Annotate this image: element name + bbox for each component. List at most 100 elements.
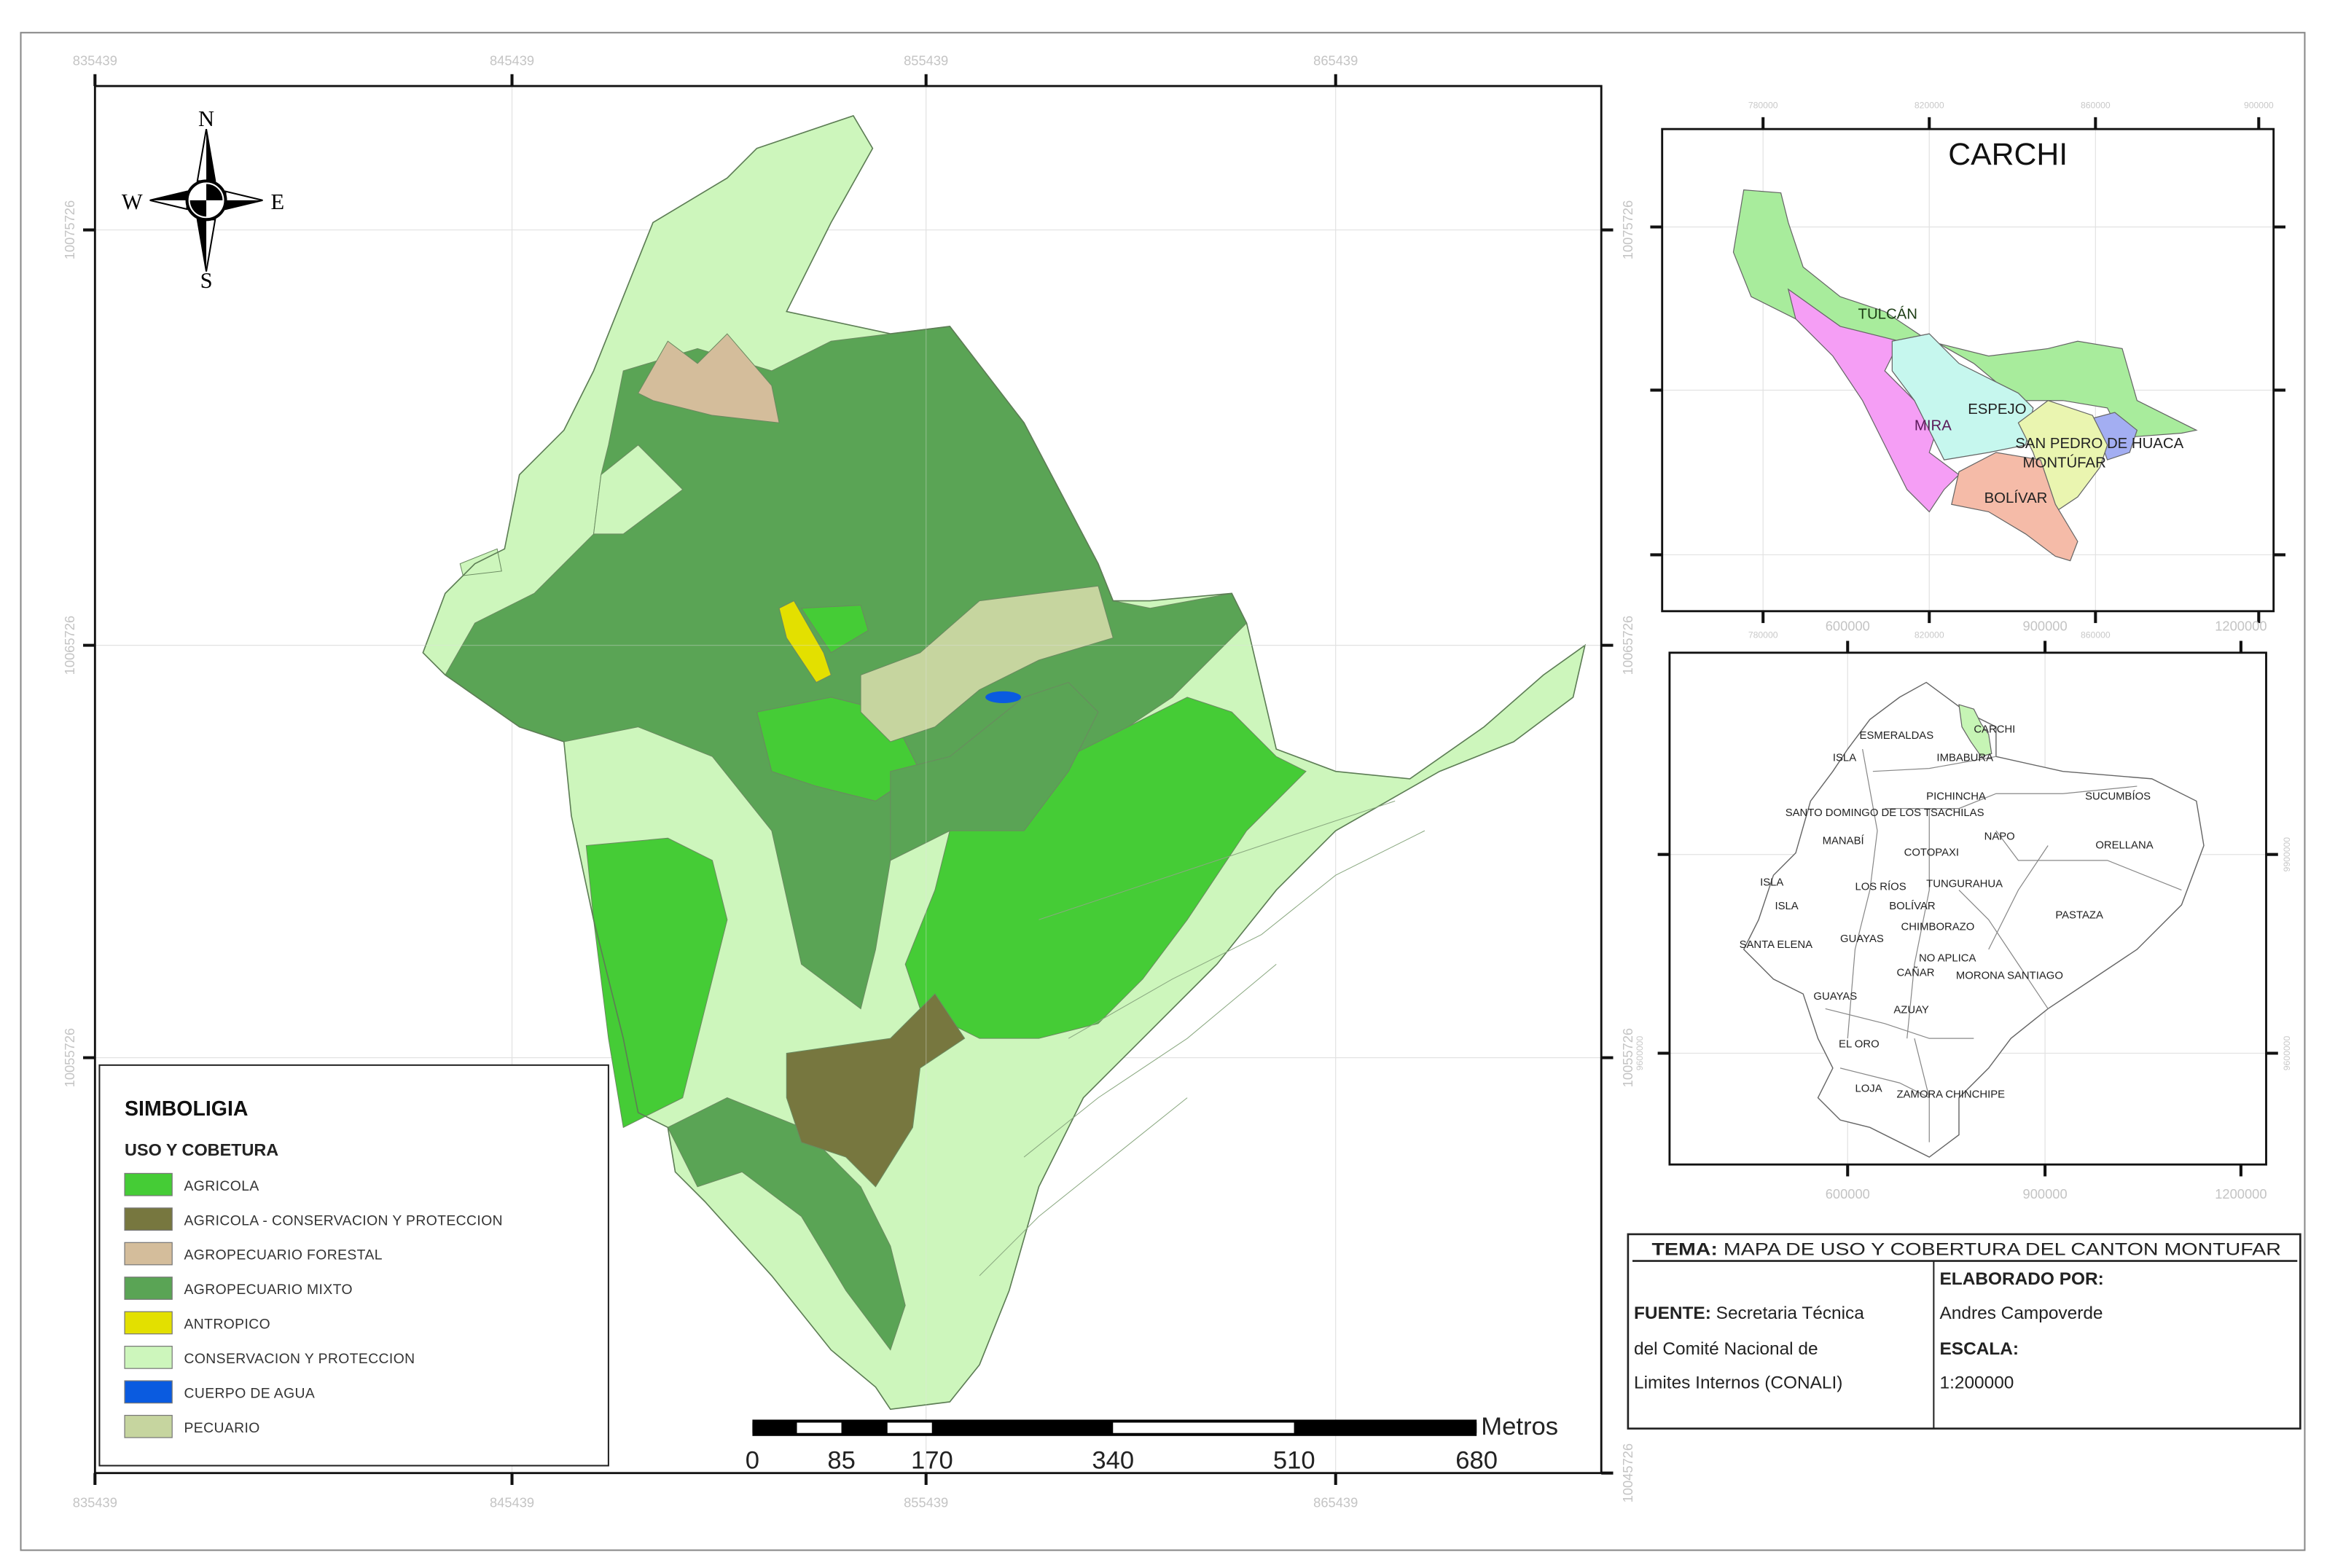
scale-bar-segment xyxy=(841,1422,888,1433)
title-block: TEMA: MAPA DE USO Y COBERTURA DEL CANTON… xyxy=(1627,1233,2301,1430)
land-cover-polygon xyxy=(860,585,1114,742)
y-tick-label: 9600000 xyxy=(2282,1036,2292,1071)
province-label: PASTAZA xyxy=(2055,909,2103,921)
grid-overlay xyxy=(95,86,1602,1473)
fuente-line: FUENTE: Secretaria Técnica xyxy=(1634,1304,1864,1323)
x-tick-label: 865439 xyxy=(1313,53,1358,68)
y-tick-label: 10045726 xyxy=(1620,1443,1635,1502)
water-body xyxy=(985,691,1022,704)
x-tick-label: 600000 xyxy=(1826,1186,1870,1202)
land-cover-polygon xyxy=(800,605,869,654)
y-axis-labels-right: 10075726 10065726 10055726 10045726 xyxy=(1620,200,1635,1503)
north-label: N xyxy=(198,106,214,131)
legend-swatch xyxy=(124,1346,173,1369)
contour-line xyxy=(1023,963,1277,1158)
y-tick-label: 9600000 xyxy=(1635,1036,1645,1071)
x-tick-label: 865439 xyxy=(1313,1495,1358,1510)
legend-swatch xyxy=(124,1242,173,1266)
west-label: W xyxy=(122,189,143,214)
south-label: S xyxy=(200,268,213,293)
x-tick-label: 860000 xyxy=(2081,630,2111,640)
main-map: 835439 845439 855439 865439 835439 84543… xyxy=(62,53,1635,1510)
canton-polygon xyxy=(1891,333,2034,460)
province-label: ISLA xyxy=(1775,901,1798,912)
x-tick-label: 900000 xyxy=(2244,101,2274,111)
canton-label: ESPEJO xyxy=(1968,401,2026,418)
province-label: IMBABURA xyxy=(1936,752,1993,764)
x-tick-label: 780000 xyxy=(1748,630,1778,640)
elaborado-label: ELABORADO POR: xyxy=(1940,1269,2104,1289)
fuente-text: Limites Internos (CONALI) xyxy=(1634,1373,1842,1393)
land-cover-polygon xyxy=(786,993,966,1188)
scale-bar-segment xyxy=(931,1422,1114,1433)
ecuador-ticks xyxy=(1657,640,2278,1177)
province-label: SANTA ELENA xyxy=(1740,939,1813,951)
province-label: NAPO xyxy=(1984,831,2015,842)
x-tick-label: 900000 xyxy=(2023,618,2068,633)
legend-item: AGRICOLA - CONSERVACION Y PROTECCION xyxy=(124,1207,503,1231)
x-tick-label: 855439 xyxy=(904,53,948,68)
legend-item: AGRICOLA xyxy=(124,1172,259,1196)
province-label: TUNGURAHUA xyxy=(1926,878,2003,890)
land-cover-polygon xyxy=(890,681,1099,861)
tema-label: TEMA: xyxy=(1651,1239,1717,1259)
province-label: ESMERALDAS xyxy=(1860,730,1934,742)
x-tick-label: 845439 xyxy=(490,1495,534,1510)
legend-label: CONSERVACION Y PROTECCION xyxy=(184,1351,415,1367)
province-label: COTOPAXI xyxy=(1904,847,1959,859)
land-cover-polygons xyxy=(422,114,1587,1411)
ecuador-inset-frame xyxy=(1668,651,2267,1166)
scale-bar-segment xyxy=(797,1422,842,1433)
legend-label: AGROPECUARIO FORESTAL xyxy=(184,1247,383,1263)
land-cover-polygon xyxy=(592,444,684,535)
carchi-canton-polygons xyxy=(1732,189,2198,562)
province-boundary xyxy=(1825,1008,1974,1039)
page-border xyxy=(20,31,2306,1551)
legend-item: AGROPECUARIO FORESTAL xyxy=(124,1242,383,1266)
land-cover-polygon xyxy=(904,697,1307,1039)
escala-value: 1:200000 xyxy=(1940,1373,2014,1393)
province-boundary xyxy=(1872,756,1997,772)
province-label: LOJA xyxy=(1855,1083,1882,1094)
carchi-inset-frame xyxy=(1661,128,2275,613)
y-tick-label: 10055726 xyxy=(62,1028,77,1087)
canton-label: MONTÚFAR xyxy=(2023,454,2106,471)
carchi-ticks xyxy=(1650,117,2285,624)
ecuador-province-shapes xyxy=(1743,681,2205,1158)
x-axis-labels-top: 835439 845439 855439 865439 xyxy=(73,53,1358,68)
x-tick-label: 835439 xyxy=(73,53,117,68)
scale-bar-segment xyxy=(752,1422,797,1433)
province-boundary xyxy=(1958,890,2049,1009)
scale-bar: Metros 0 85 170 340 510 680 xyxy=(746,1413,1558,1475)
main-map-frame xyxy=(93,85,1603,1475)
fuente-label: FUENTE: xyxy=(1634,1304,1711,1323)
province-boundary xyxy=(1995,830,2182,891)
x-tick-label: 855439 xyxy=(904,1495,948,1510)
scale-bar-segment xyxy=(1113,1422,1294,1433)
province-label: ISLA xyxy=(1833,752,1856,764)
legend-swatch xyxy=(124,1414,173,1438)
legend-item: CONSERVACION Y PROTECCION xyxy=(124,1346,415,1369)
legend-items: AGRICOLA AGRICOLA - CONSERVACION Y PROTEC… xyxy=(124,1172,503,1438)
legend-subtitle: USO Y COBETURA xyxy=(125,1140,278,1159)
province-label: MORONA SANTIAGO xyxy=(1956,971,2063,982)
y-tick-label: 10075726 xyxy=(62,200,77,259)
y-tick-label: 10075726 xyxy=(1620,200,1635,259)
canton-label: SAN PEDRO DE HUACA xyxy=(2015,436,2183,452)
escala-label: ESCALA: xyxy=(1940,1339,2019,1359)
province-label: EL ORO xyxy=(1839,1038,1880,1050)
north-arrow-icon: N S W E xyxy=(122,106,284,293)
contour-line xyxy=(1039,800,1396,920)
main-map-ticks xyxy=(83,74,1614,1485)
east-label: E xyxy=(270,189,284,214)
province-label: GUAYAS xyxy=(1813,991,1857,1003)
x-tick-label: 600000 xyxy=(1826,618,1870,633)
x-tick-label: 780000 xyxy=(1748,101,1778,111)
legend-label: ANTROPICO xyxy=(184,1317,271,1333)
province-boundary xyxy=(1906,808,1930,1039)
province-label: ISLA xyxy=(1760,877,1783,888)
ecuador-outline xyxy=(1743,681,2205,1158)
tema-line: TEMA: MAPA DE USO Y COBERTURA DEL CANTON… xyxy=(1651,1239,2280,1259)
tema-value: MAPA DE USO Y COBERTURA DEL CANTON MONTU… xyxy=(1724,1239,2281,1259)
